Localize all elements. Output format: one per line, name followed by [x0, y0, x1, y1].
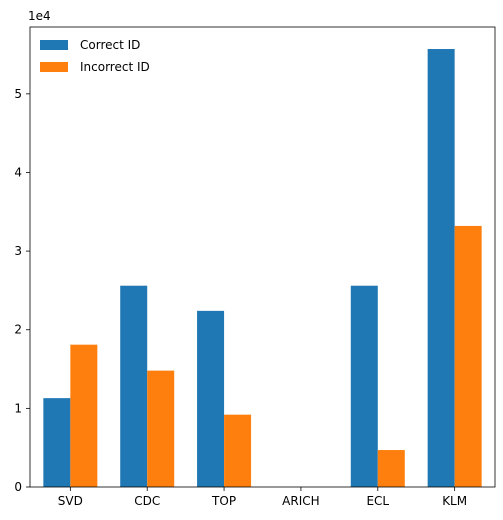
y-tick-label: 4 [14, 165, 22, 179]
legend: Correct ID Incorrect ID [40, 38, 150, 74]
bar-cdc-correct-id [120, 285, 148, 487]
bar-svd-correct-id [43, 398, 71, 487]
legend-label: Correct ID [80, 38, 140, 52]
legend-label: Incorrect ID [80, 60, 150, 74]
bar-ecl-correct-id [350, 285, 378, 487]
bar-svd-incorrect-id [70, 344, 98, 487]
y-tick-label: 1 [14, 401, 22, 415]
bar-top-correct-id [197, 310, 225, 487]
bar-klm-correct-id [427, 49, 455, 488]
x-tick-label: TOP [211, 494, 236, 508]
y-tick-label: 5 [14, 87, 22, 101]
axes-group: SVD CDC TOP ARICH ECL KLM 0 1 2 3 4 5 [14, 26, 496, 508]
bar-top-incorrect-id [224, 414, 252, 487]
x-tick-label: ECL [366, 494, 389, 508]
bar-cdc-incorrect-id [147, 370, 175, 487]
x-tick-label: CDC [134, 494, 160, 508]
y-tick-label: 3 [14, 244, 22, 258]
bar-klm-incorrect-id [454, 225, 482, 487]
x-tick-label: ARICH [282, 494, 320, 508]
bar-ecl-incorrect-id [377, 450, 405, 487]
x-tick-label: SVD [58, 494, 83, 508]
y-axis-offset-label: 1e4 [28, 9, 51, 23]
legend-swatch [40, 62, 68, 72]
x-tick-label: KLM [442, 494, 467, 508]
legend-swatch [40, 40, 68, 50]
bars-group [43, 49, 482, 488]
y-tick-label: 2 [14, 323, 22, 337]
plot-frame [29, 26, 496, 488]
y-tick-label: 0 [14, 480, 22, 494]
